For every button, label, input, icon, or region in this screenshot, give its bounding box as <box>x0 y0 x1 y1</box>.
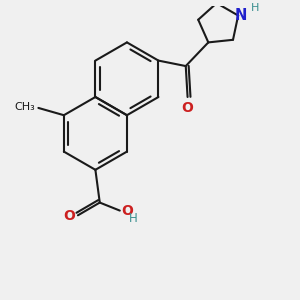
Text: H: H <box>129 212 138 225</box>
Text: O: O <box>122 204 134 218</box>
Text: O: O <box>182 101 194 116</box>
Text: CH₃: CH₃ <box>15 102 35 112</box>
Text: H: H <box>251 3 259 13</box>
Text: N: N <box>235 8 247 23</box>
Text: O: O <box>63 209 75 223</box>
